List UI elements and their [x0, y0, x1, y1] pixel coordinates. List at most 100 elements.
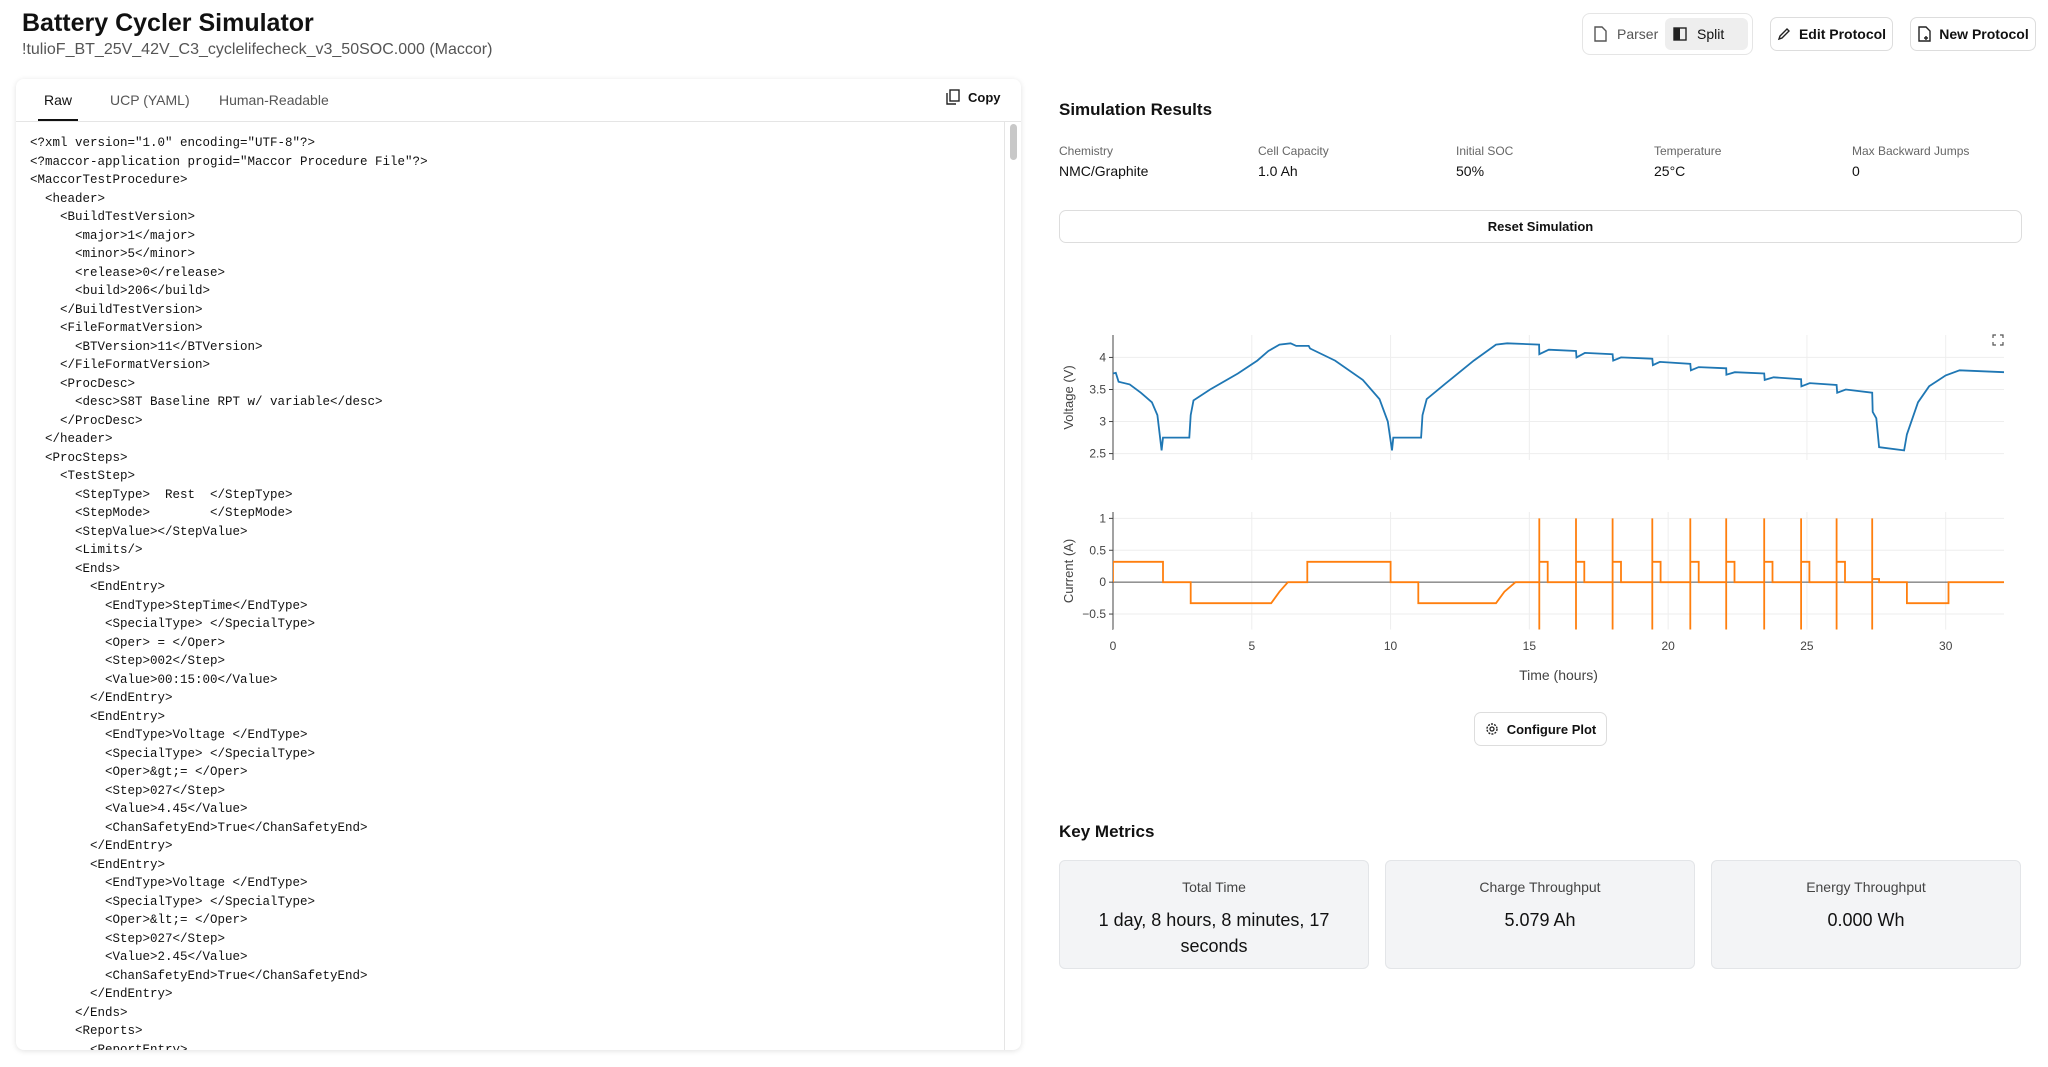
code-line: </header> — [30, 432, 113, 446]
code-line: </EndEntry> — [30, 987, 173, 1001]
code-view: <?xml version="1.0" encoding="UTF-8"?> <?… — [30, 134, 428, 1050]
y-tick-label: 3 — [1099, 415, 1106, 429]
code-line: <Step>027</Step> — [30, 931, 226, 946]
metric-value: 5.079 Ah — [1504, 910, 1576, 930]
plot: 2.5 3 3.5 4 Voltage (V) −0.5 0 0.5 1 Current (A) 0… — [1061, 334, 2004, 683]
code-line: <FileFormatVersion> — [30, 321, 203, 335]
data-line — [1113, 518, 2004, 630]
edit-protocol-button[interactable]: Edit Protocol — [1770, 17, 1893, 51]
code-line: <minor>5</minor> — [30, 247, 196, 261]
param-value: NMC/Graphite — [1059, 163, 1149, 179]
y-axis-title: Voltage (V) — [1061, 365, 1076, 429]
copy-button[interactable]: Copy — [946, 89, 1001, 105]
split-label: Split — [1697, 26, 1725, 42]
copy-icon — [946, 89, 960, 105]
code-line: <EndType>StepTime</EndType> — [30, 598, 308, 613]
split-button[interactable]: Split — [1665, 18, 1748, 50]
code-line: <ProcSteps> — [30, 450, 128, 465]
new-label: New Protocol — [1939, 26, 2029, 42]
y-tick-label: 0 — [1099, 575, 1106, 589]
code-line: <Limits/> — [30, 543, 143, 557]
param-value: 1.0 Ah — [1258, 163, 1298, 179]
code-line: <?maccor-application progid="Maccor Proc… — [30, 154, 428, 169]
code-line: <EndType>Voltage </EndType> — [30, 728, 308, 742]
code-line: <BuildTestVersion> — [30, 210, 196, 224]
code-line: <EndEntry> — [30, 580, 166, 594]
code-line: <desc>S8T Baseline RPT w/ variable</desc… — [30, 395, 383, 409]
x-tick-label: 15 — [1523, 639, 1537, 653]
code-line: <header> — [30, 191, 106, 206]
data-line — [1113, 342, 2004, 452]
param-label: Temperature — [1654, 144, 1722, 158]
results-title: Simulation Results — [1059, 100, 1213, 119]
code-line: <ProcDesc> — [30, 376, 136, 391]
y-tick-label: 1 — [1099, 511, 1106, 525]
metric-value: 1 day, 8 hours, 8 minutes, 17 seconds — [1098, 910, 1330, 956]
expand-icon[interactable] — [1992, 334, 2004, 346]
code-line: <StepMode> </StepMode> — [30, 506, 293, 520]
code-line: <Reports> — [30, 1024, 143, 1038]
tab[interactable]: Human-Readable — [219, 92, 329, 108]
y-tick-label: 3.5 — [1089, 382, 1106, 396]
code-line: <Oper>&lt;= </Oper> — [30, 913, 248, 927]
y-axis-title: Current (A) — [1061, 539, 1076, 603]
tab[interactable]: UCP (YAML) — [110, 92, 190, 108]
metric-label: Total Time — [1182, 879, 1246, 895]
code-line: <StepType> Rest </StepType> — [30, 487, 293, 502]
code-line: </BuildTestVersion> — [30, 302, 203, 317]
code-line: <ChanSafetyEnd>True</ChanSafetyEnd> — [30, 820, 368, 835]
metrics-title: Key Metrics — [1059, 822, 1155, 841]
code-line: <SpecialType> </SpecialType> — [30, 746, 316, 761]
code-line: <Step>027</Step> — [30, 783, 226, 798]
code-line: <EndEntry> — [30, 857, 166, 872]
code-line: <SpecialType> </SpecialType> — [30, 894, 316, 909]
code-line: </Ends> — [30, 1005, 128, 1020]
pencil-icon — [1777, 28, 1790, 41]
code-line: <Oper> = </Oper> — [30, 635, 226, 650]
x-tick-label: 5 — [1248, 639, 1255, 653]
metric-label: Energy Throughput — [1806, 879, 1926, 895]
y-tick-label: 4 — [1099, 350, 1106, 364]
reset-label: Reset Simulation — [1487, 219, 1594, 234]
configure-plot-button[interactable]: Configure Plot — [1474, 712, 1607, 746]
x-tick-label: 10 — [1384, 639, 1398, 653]
param-label: Initial SOC — [1456, 144, 1514, 158]
param-value: 25°C — [1654, 163, 1686, 179]
code-line: <build>206</build> — [30, 284, 211, 298]
x-tick-label: 25 — [1800, 639, 1814, 653]
code-line: <EndType>Voltage </EndType> — [30, 876, 308, 890]
code-line: <EndEntry> — [30, 709, 166, 724]
view-toggle — [1582, 13, 1753, 55]
file-name: !tulioF_BT_25V_42V_C3_cyclelifecheck_v3_… — [22, 41, 493, 58]
edit-label: Edit Protocol — [1798, 26, 1887, 42]
code-line: <release>0</release> — [30, 265, 226, 280]
parser-button[interactable]: Parser — [1587, 18, 1665, 50]
code-line: <ChanSafetyEnd>True</ChanSafetyEnd> — [30, 968, 368, 983]
metric-card: Energy Throughput 0.000 Wh — [1711, 860, 2021, 969]
metric-card: Charge Throughput 5.079 Ah — [1385, 860, 1695, 969]
y-tick-label: 2.5 — [1089, 447, 1106, 461]
code-line: </EndEntry> — [30, 839, 173, 853]
code-line: <Value>00:15:00</Value> — [30, 672, 278, 687]
scrollbar[interactable] — [1010, 124, 1017, 160]
reset-button[interactable]: Reset Simulation — [1059, 210, 2022, 243]
x-tick-label: 20 — [1661, 639, 1675, 653]
code-line: <MaccorTestProcedure> — [30, 173, 188, 187]
scroll-track — [1004, 121, 1005, 1050]
parser-label: Parser — [1617, 26, 1659, 42]
metric-label: Charge Throughput — [1479, 879, 1601, 895]
y-tick-label: 0.5 — [1089, 543, 1106, 557]
y-tick-label: −0.5 — [1082, 607, 1106, 621]
tab[interactable]: Raw — [38, 79, 79, 121]
param-value: 50% — [1456, 163, 1485, 179]
configure-label: Configure Plot — [1506, 721, 1597, 737]
param-label: Cell Capacity — [1258, 144, 1329, 158]
param-label: Chemistry — [1059, 144, 1114, 158]
file-icon — [1594, 26, 1607, 42]
new-file-icon — [1918, 26, 1931, 42]
new-protocol-button[interactable]: New Protocol — [1910, 17, 2036, 51]
metric-value: 0.000 Wh — [1827, 910, 1905, 930]
code-line: <Value>2.45</Value> — [30, 950, 248, 964]
code-line: <Ends> — [30, 561, 121, 576]
code-line: <?xml version="1.0" encoding="UTF-8"?> — [30, 136, 316, 150]
